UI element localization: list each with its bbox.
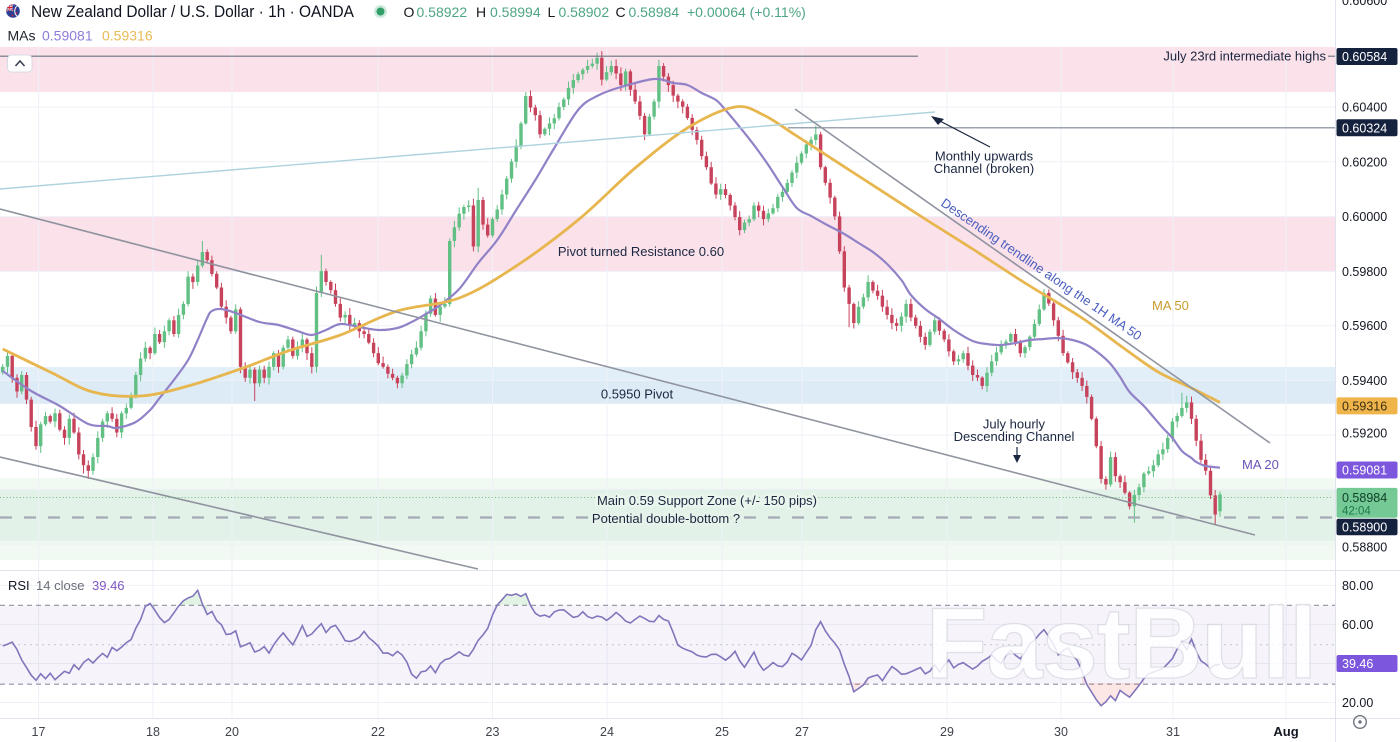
svg-text:0.59800: 0.59800 (1342, 265, 1387, 279)
svg-text:0.60400: 0.60400 (1342, 101, 1387, 115)
svg-text:0.60000: 0.60000 (1342, 210, 1387, 224)
svg-text:60.00: 60.00 (1342, 618, 1373, 632)
svg-text:O: O (404, 4, 415, 20)
svg-text:0.60200: 0.60200 (1342, 155, 1387, 169)
svg-text:FastBull: FastBull (926, 588, 1316, 700)
svg-text:25: 25 (715, 725, 729, 739)
svg-text:23: 23 (486, 725, 500, 739)
svg-text:0.58994: 0.58994 (490, 4, 541, 20)
svg-text:0.58984: 0.58984 (629, 4, 680, 20)
svg-text:0.58922: 0.58922 (417, 4, 468, 20)
svg-text:Channel (broken): Channel (broken) (934, 161, 1034, 176)
svg-text:+0.00064 (+0.11%): +0.00064 (+0.11%) (687, 4, 806, 20)
svg-text:Descending Channel: Descending Channel (954, 429, 1075, 444)
svg-text:0.58902: 0.58902 (559, 4, 610, 20)
svg-text:20.00: 20.00 (1342, 696, 1373, 710)
svg-text:H: H (476, 4, 486, 20)
svg-text:Main 0.59 Support Zone (+/- 15: Main 0.59 Support Zone (+/- 150 pips) (597, 493, 817, 508)
svg-text:0.59081: 0.59081 (1342, 464, 1387, 478)
svg-text:0.58900: 0.58900 (1342, 521, 1387, 535)
svg-text:0.59400: 0.59400 (1342, 374, 1387, 388)
svg-text:C: C (616, 4, 626, 20)
svg-text:0.60324: 0.60324 (1342, 121, 1387, 135)
svg-text:RSI: RSI (8, 578, 30, 593)
svg-text:39.46: 39.46 (92, 578, 125, 593)
svg-text:MAs: MAs (8, 28, 36, 44)
svg-text:0.59316: 0.59316 (102, 28, 153, 44)
svg-text:MA 50: MA 50 (1152, 298, 1189, 313)
svg-text:42:04: 42:04 (1342, 506, 1371, 518)
svg-text:July 23rd intermediate highs: July 23rd intermediate highs (1163, 49, 1326, 64)
svg-text:17: 17 (32, 725, 46, 739)
svg-text:0.59600: 0.59600 (1342, 319, 1387, 333)
svg-text:0.60600: 0.60600 (1342, 0, 1387, 8)
svg-text:Pivot turned Resistance 0.60: Pivot turned Resistance 0.60 (558, 244, 724, 259)
svg-text:39.46: 39.46 (1342, 657, 1373, 671)
svg-text:0.59081: 0.59081 (42, 28, 93, 44)
svg-text:July hourly: July hourly (983, 417, 1046, 432)
svg-text:30: 30 (1054, 725, 1068, 739)
svg-text:24: 24 (600, 725, 614, 739)
svg-text:0.59200: 0.59200 (1342, 427, 1387, 441)
svg-text:0.58800: 0.58800 (1342, 541, 1387, 555)
svg-text:0.59316: 0.59316 (1342, 399, 1387, 413)
svg-text:0.5950 Pivot: 0.5950 Pivot (601, 387, 674, 402)
svg-text:New Zealand Dollar / U.S. Doll: New Zealand Dollar / U.S. Dollar · 1h · … (31, 3, 354, 21)
svg-text:L: L (548, 4, 556, 20)
svg-text:Monthly upwards: Monthly upwards (935, 149, 1034, 164)
svg-text:Aug: Aug (1273, 724, 1298, 739)
svg-text:31: 31 (1166, 725, 1180, 739)
svg-text:0.58984: 0.58984 (1342, 491, 1387, 505)
svg-text:20: 20 (225, 725, 239, 739)
svg-text:0.60584: 0.60584 (1342, 50, 1387, 64)
svg-text:80.00: 80.00 (1342, 579, 1373, 593)
svg-text:22: 22 (371, 725, 385, 739)
svg-text:14 close: 14 close (36, 578, 84, 593)
svg-text:Potential double-bottom ?: Potential double-bottom ? (592, 511, 740, 526)
svg-text:27: 27 (795, 725, 809, 739)
svg-text:MA 20: MA 20 (1242, 457, 1279, 472)
svg-text:18: 18 (146, 725, 160, 739)
svg-text:29: 29 (940, 725, 954, 739)
